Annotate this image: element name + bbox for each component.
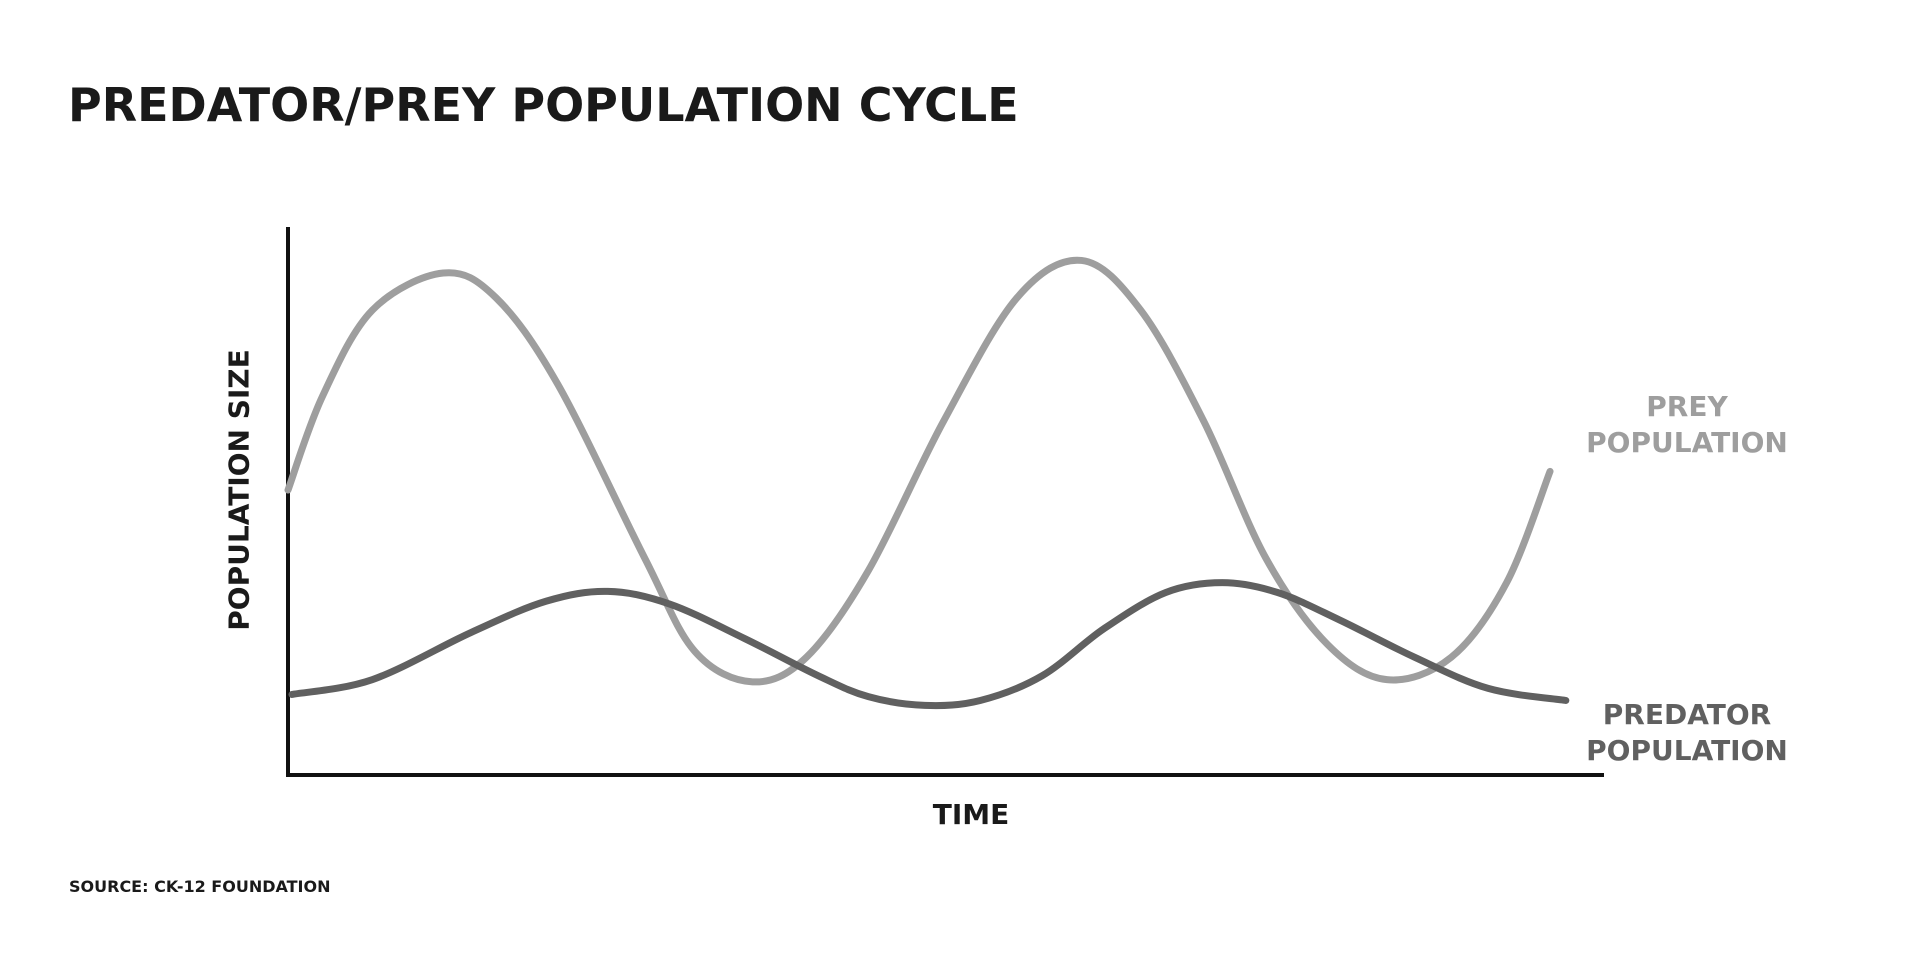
line xyxy=(284,256,1554,686)
source-note: SOURCE: CK-12 FOUNDATION xyxy=(69,877,331,896)
legend-label: PREY POPULATION xyxy=(1586,390,1788,460)
x-axis-label: TIME xyxy=(932,798,1010,831)
line xyxy=(288,579,1570,710)
legend-label: PREDATOR POPULATION xyxy=(1586,698,1788,768)
y-axis-label: POPULATION SIZE xyxy=(222,349,256,631)
chart-title: PREDATOR/PREY POPULATION CYCLE xyxy=(68,78,1019,132)
